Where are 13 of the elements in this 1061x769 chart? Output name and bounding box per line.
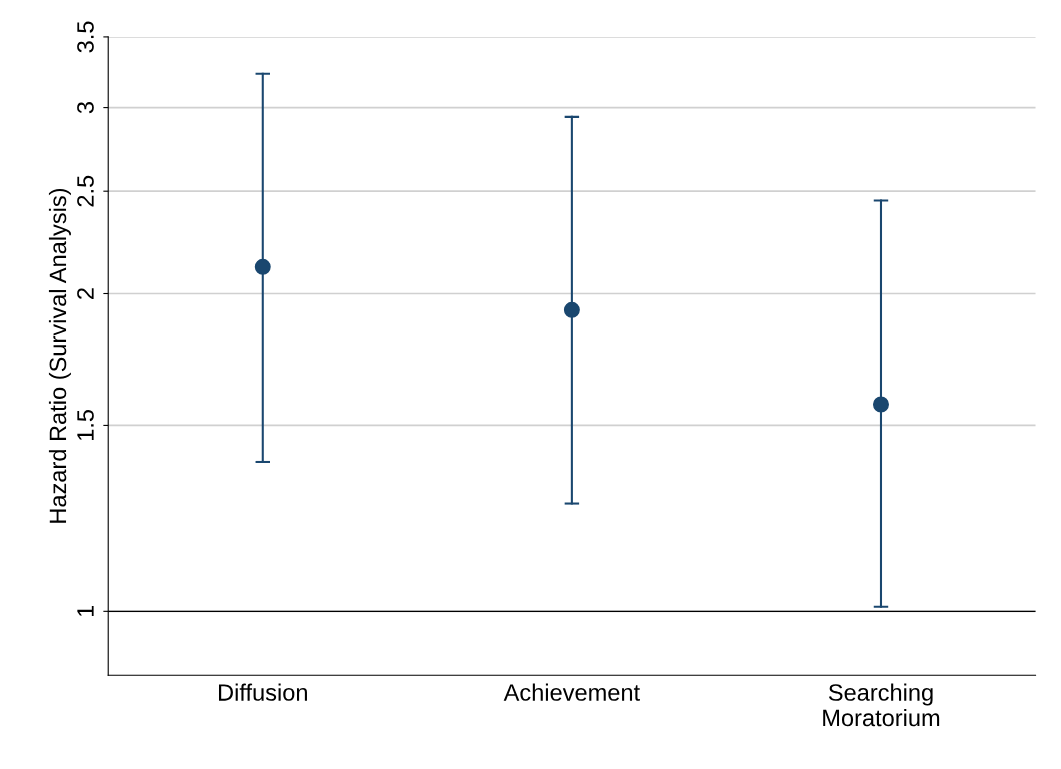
x-tick-label: Searching Moratorium — [823, 683, 940, 727]
y-tick-label: 3 — [77, 102, 94, 114]
y-tick-label: 2 — [77, 288, 94, 299]
y-tick-label: 1 — [77, 605, 94, 617]
y-tick-label: 1.5 — [77, 409, 94, 441]
y-axis-title: Hazard Ratio (Survival Analysis) — [48, 188, 71, 523]
y-tick-label: 3.5 — [77, 21, 94, 53]
point — [563, 301, 580, 318]
point — [873, 396, 889, 413]
x-tick-label: Diffusion — [218, 683, 307, 701]
point — [254, 258, 271, 275]
y-tick-label: 2.5 — [77, 175, 94, 207]
x-tick-label: Achievement — [503, 683, 640, 701]
